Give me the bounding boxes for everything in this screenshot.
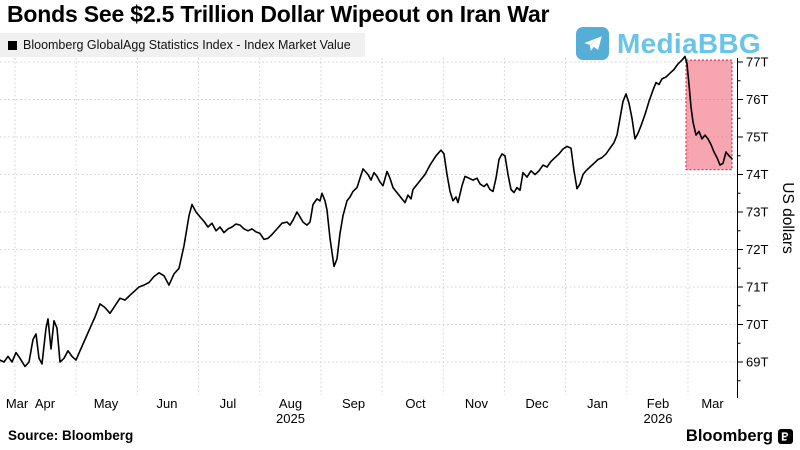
x-axis-year-label: 2026 [644, 411, 673, 426]
x-axis-month-label: Nov [465, 396, 489, 411]
y-axis-tick-label: 73T [746, 205, 768, 220]
y-axis-tick-label: 72T [746, 242, 768, 257]
x-axis-month-label: Jun [156, 396, 177, 411]
x-axis-month-label: Apr [35, 396, 56, 411]
y-axis-tick-label: 77T [746, 55, 768, 70]
bloomberg-wordmark: Bloomberg [685, 427, 773, 445]
x-axis-month-label: Jul [220, 396, 237, 411]
x-axis-month-label: Oct [405, 396, 426, 411]
x-axis-month-label: Mar [701, 396, 724, 411]
x-axis-month-label: Aug [279, 396, 302, 411]
y-axis-tick-label: 71T [746, 280, 768, 295]
y-axis-tick-label: 74T [746, 167, 768, 182]
watermark-text: MediaBBG [617, 27, 761, 59]
telegram-paper-plane-icon [576, 27, 609, 60]
bloomberg-logo: Bloomberg [686, 427, 793, 446]
x-axis-month-label: Dec [525, 396, 549, 411]
chart-title: Bonds See $2.5 Trillion Dollar Wipeout o… [7, 1, 550, 27]
legend-series-marker-icon [8, 40, 17, 50]
legend: Bloomberg GlobalAgg Statistics Index - I… [0, 33, 365, 57]
source-note: Source: Bloomberg [8, 428, 134, 443]
series-line [0, 55, 733, 368]
bloomberg-terminal-icon [778, 429, 793, 444]
x-axis-month-label: Jan [587, 396, 608, 411]
paper-plane-glyph [583, 35, 602, 51]
highlight-region [685, 59, 733, 171]
watermark: MediaBBG [576, 27, 761, 60]
x-axis-month-label: Feb [647, 396, 669, 411]
y-axis-tick-label: 76T [746, 92, 768, 107]
y-axis-tick-label: 69T [746, 355, 768, 370]
terminal-glyph [781, 432, 789, 441]
y-axis-tick-label: 75T [746, 130, 768, 145]
x-axis-year-label: 2025 [276, 411, 305, 426]
y-axis-tick-label: 70T [746, 317, 768, 332]
x-axis-month-label: Mar [6, 396, 29, 411]
x-axis-month-label: Sep [342, 396, 365, 411]
y-axis-title: US dollars [779, 182, 796, 254]
x-axis-month-label: May [94, 396, 119, 411]
legend-series-label: Bloomberg GlobalAgg Statistics Index - I… [23, 38, 351, 52]
